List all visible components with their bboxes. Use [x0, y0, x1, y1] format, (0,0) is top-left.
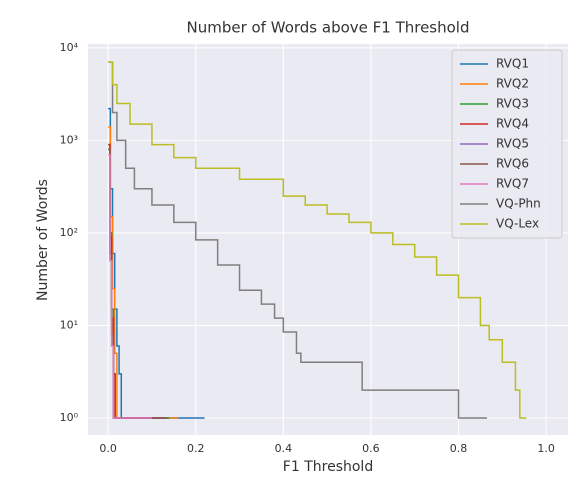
legend-box: [451, 49, 563, 239]
x-tick-label: 0.2: [187, 442, 205, 455]
y-tick-label: 10¹: [60, 318, 78, 331]
chart-title: Number of Words above F1 Threshold: [186, 19, 469, 37]
x-tick-label: 1.0: [537, 442, 555, 455]
legend-label: VQ-Phn: [496, 197, 541, 211]
legend-label: RVQ4: [496, 117, 529, 131]
legend-label: RVQ1: [496, 57, 529, 71]
legend-label: RVQ3: [496, 97, 529, 111]
y-tick-label: 10⁴: [60, 41, 79, 54]
y-axis-label: Number of Words: [35, 179, 51, 301]
y-tick-label: 10³: [60, 133, 78, 146]
y-tick-label: 10⁰: [60, 411, 79, 424]
y-tick-label: 10²: [60, 226, 78, 239]
legend-label: RVQ6: [496, 157, 529, 171]
legend: RVQ1 RVQ2 RVQ3 RVQ4 RVQ5 RVQ6 RVQ7 VQ-Phn VQ-Lex: [451, 49, 563, 239]
data-line: [108, 153, 152, 419]
data-line: [108, 61, 527, 419]
legend-label: VQ-Lex: [496, 217, 539, 231]
x-tick-label: 0.0: [99, 442, 117, 455]
legend-label: RVQ5: [496, 137, 529, 151]
x-axis-label: F1 Threshold: [283, 459, 373, 475]
legend-label: RVQ7: [496, 177, 529, 191]
x-tick-label: 0.8: [450, 442, 468, 455]
x-tick-label: 0.6: [362, 442, 380, 455]
legend-label: RVQ2: [496, 77, 529, 91]
data-line: [108, 61, 487, 419]
x-tick-label: 0.4: [275, 442, 293, 455]
